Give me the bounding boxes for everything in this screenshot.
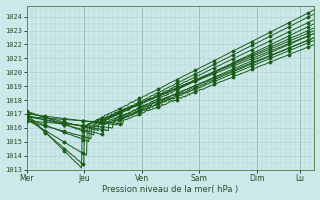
X-axis label: Pression niveau de la mer( hPa ): Pression niveau de la mer( hPa ) — [102, 185, 239, 194]
